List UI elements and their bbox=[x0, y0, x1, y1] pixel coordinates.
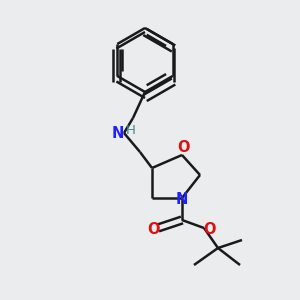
Text: O: O bbox=[204, 221, 216, 236]
Text: O: O bbox=[177, 140, 189, 155]
Text: N: N bbox=[112, 125, 124, 140]
Text: H: H bbox=[126, 124, 136, 136]
Text: O: O bbox=[147, 223, 159, 238]
Text: N: N bbox=[176, 191, 188, 206]
